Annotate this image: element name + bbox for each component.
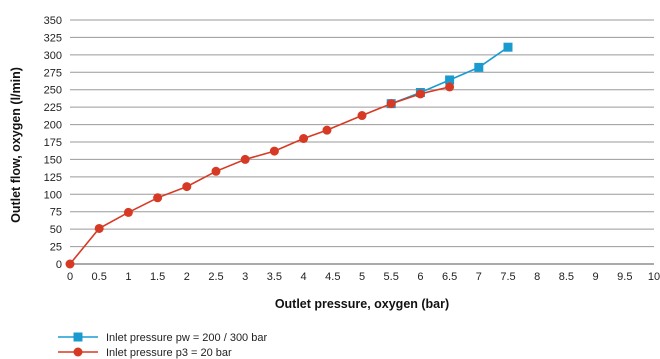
- x-tick-label: 10: [648, 271, 660, 283]
- y-tick-label: 0: [56, 259, 62, 271]
- data-point: [211, 166, 221, 176]
- data-point: [474, 62, 484, 72]
- data-point: [65, 259, 75, 269]
- legend-label: Inlet pressure pw = 200 / 300 bar: [106, 332, 267, 344]
- y-axis-ticks: 0 25 50 75 100 125 150 175 200 225 250 275 300 325 350: [44, 15, 62, 271]
- series-line: [69, 86, 450, 265]
- x-tick-label: 1.5: [150, 271, 165, 283]
- data-point: [503, 42, 513, 52]
- y-tick-label: 200: [44, 120, 62, 132]
- y-tick-label: 275: [44, 67, 62, 79]
- x-tick-label: 0.5: [92, 271, 107, 283]
- legend-item: Inlet pressure pw = 200 / 300 bar: [58, 332, 267, 344]
- y-tick-label: 300: [44, 50, 62, 62]
- data-point: [445, 82, 455, 92]
- x-tick-label: 6.5: [442, 271, 457, 283]
- x-tick-label: 0: [67, 271, 73, 283]
- legend-marker: [73, 347, 83, 357]
- series-group: [65, 42, 513, 269]
- y-tick-label: 175: [44, 137, 62, 149]
- x-tick-label: 5.5: [384, 271, 399, 283]
- x-tick-label: 4: [301, 271, 307, 283]
- data-point: [182, 182, 192, 192]
- x-tick-label: 2.5: [208, 271, 223, 283]
- x-tick-label: 6: [417, 271, 423, 283]
- x-tick-label: 1: [125, 271, 131, 283]
- data-point: [299, 134, 309, 144]
- series-line: [390, 46, 509, 105]
- y-axis-title: Outlet flow, oxygen (l/min): [9, 67, 23, 223]
- y-tick-label: 50: [50, 224, 62, 236]
- x-tick-label: 2: [184, 271, 190, 283]
- legend: Inlet pressure pw = 200 / 300 bar Inlet p…: [58, 332, 267, 359]
- data-point: [445, 75, 455, 85]
- data-point: [240, 154, 250, 164]
- x-tick-label: 8.5: [559, 271, 574, 283]
- data-point: [386, 99, 396, 109]
- data-point: [123, 207, 133, 217]
- x-axis-ticks: 0 0.5 1 1.5 2 2.5 3 3.5 4 4.5 5 5.5 6 6.5 7 7.5 8 8.5 9 9.5…: [67, 271, 660, 283]
- legend-label: Inlet pressure p3 = 20 bar: [106, 347, 232, 359]
- y-tick-label: 225: [44, 102, 62, 114]
- y-tick-label: 100: [44, 189, 62, 201]
- data-point: [322, 125, 332, 135]
- x-tick-label: 7: [476, 271, 482, 283]
- x-tick-label: 8: [534, 271, 540, 283]
- y-tick-label: 125: [44, 172, 62, 184]
- legend-item: Inlet pressure p3 = 20 bar: [58, 347, 232, 359]
- x-tick-label: 3.5: [267, 271, 282, 283]
- data-point: [269, 146, 279, 156]
- y-tick-label: 150: [44, 154, 62, 166]
- y-tick-label: 25: [50, 242, 62, 254]
- x-tick-label: 9.5: [617, 271, 632, 283]
- data-point: [415, 89, 425, 99]
- y-tick-label: 350: [44, 15, 62, 27]
- series-2: [65, 82, 455, 269]
- y-tick-label: 250: [44, 85, 62, 97]
- gridlines: [70, 19, 654, 265]
- x-tick-label: 9: [593, 271, 599, 283]
- x-tick-label: 3: [242, 271, 248, 283]
- x-tick-label: 7.5: [500, 271, 515, 283]
- data-point: [357, 111, 367, 121]
- y-tick-label: 75: [50, 207, 62, 219]
- data-point: [153, 193, 163, 203]
- x-tick-label: 4.5: [325, 271, 340, 283]
- legend-marker: [73, 332, 83, 342]
- y-tick-label: 325: [44, 32, 62, 44]
- data-point: [94, 223, 104, 233]
- x-axis-title: Outlet pressure, oxygen (bar): [275, 297, 449, 311]
- x-tick-label: 5: [359, 271, 365, 283]
